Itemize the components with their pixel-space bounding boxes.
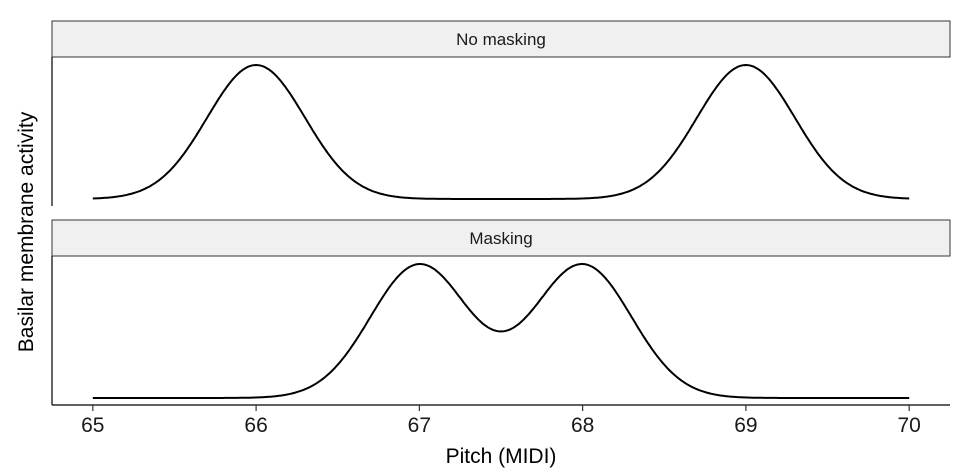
x-tick-label: 69 bbox=[734, 414, 757, 437]
facet-strip-bottom-label: Masking bbox=[469, 229, 532, 248]
facet-strip-top-label: No masking bbox=[456, 30, 546, 49]
series-line-no-masking bbox=[92, 63, 910, 200]
facet-strip-top: No masking bbox=[51, 20, 951, 58]
facet-strip-top-box bbox=[51, 20, 951, 58]
y-axis-title: Basilar membrane activity bbox=[15, 111, 38, 352]
facet-strip-bottom-box bbox=[51, 219, 951, 257]
x-tick-label: 65 bbox=[81, 414, 104, 437]
x-tick-label: 67 bbox=[408, 414, 431, 437]
x-tick-label: 66 bbox=[244, 414, 267, 437]
x-tick-label: 68 bbox=[571, 414, 594, 437]
x-axis-ticks: 65 66 67 68 69 70 bbox=[81, 405, 921, 437]
facet-strip-bottom: Masking bbox=[51, 219, 951, 257]
series-line-masking bbox=[92, 263, 910, 399]
x-tick-label: 70 bbox=[898, 414, 921, 437]
x-axis-title: Pitch (MIDI) bbox=[446, 445, 557, 468]
